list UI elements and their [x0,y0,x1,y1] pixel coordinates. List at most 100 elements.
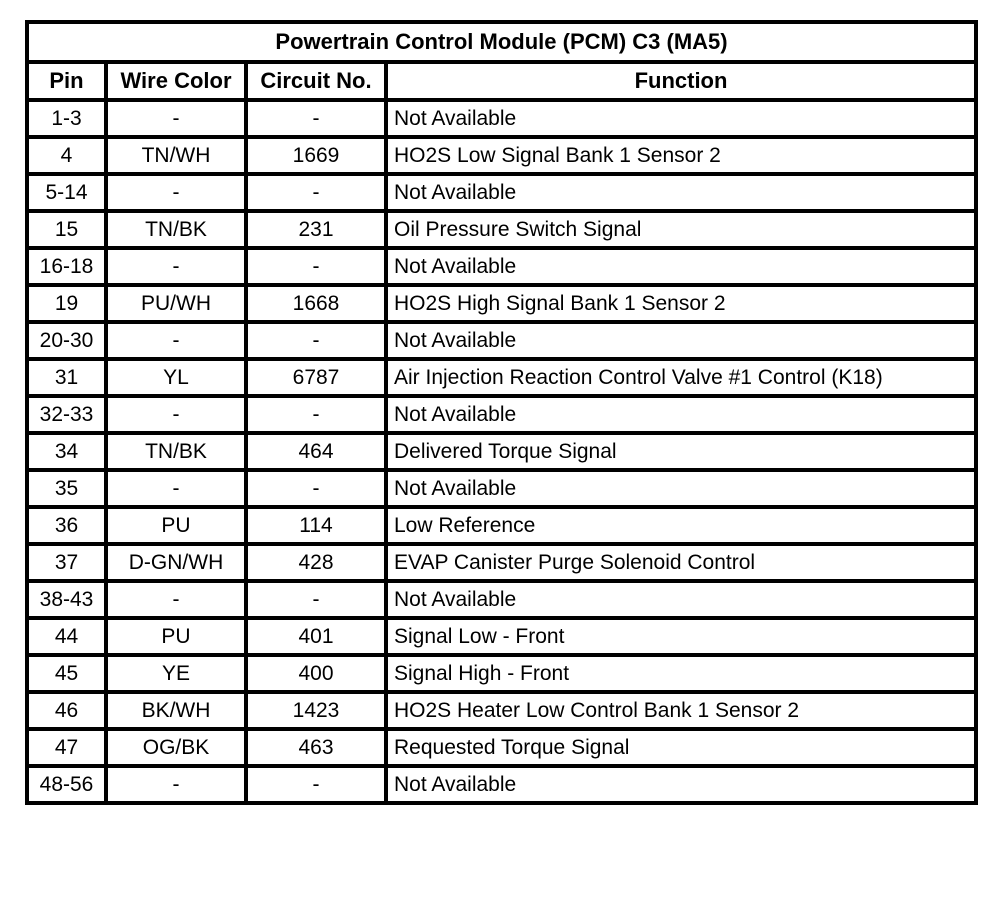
table-row: 20-30- - Not Available [25,320,978,361]
table-row: 19 PU/WH 1668 HO2S High Signal Bank 1 Senso… [25,283,978,324]
circuit-no-cell: 6787 [244,357,388,398]
column-header-function: Function [384,60,978,102]
function-cell: Signal High - Front [384,653,978,694]
table-row: 47 OG/BK 463 Requested Torque Signal [25,727,978,768]
wire-color-cell: PU [104,505,248,546]
pin-cell: 16-18 [25,246,108,287]
table-body: 1-3- - Not Available 4 TN/WH 1669 HO2S Low Sig… [25,98,978,805]
function-cell: HO2S High Signal Bank 1 Sensor 2 [384,283,978,324]
pin-cell: 47 [25,727,108,768]
wire-color-cell: - [104,579,248,620]
wire-color-cell: YL [104,357,248,398]
circuit-no-cell: - [244,320,388,361]
table-row: 31 YL 6787 Air Injection Reaction Control V… [25,357,978,398]
pin-cell: 36 [25,505,108,546]
pin-cell: 15 [25,209,108,250]
wire-color-cell: YE [104,653,248,694]
function-cell: Delivered Torque Signal [384,431,978,472]
pin-cell: 32-33 [25,394,108,435]
function-cell: Not Available [384,320,978,361]
pin-cell: 19 [25,283,108,324]
pin-cell: 37 [25,542,108,583]
wire-color-cell: - [104,320,248,361]
column-header-circuit-no: Circuit No. [244,60,388,102]
pin-cell: 20-30 [25,320,108,361]
table-row: 45 YE 400 Signal High - Front [25,653,978,694]
circuit-no-cell: - [244,764,388,805]
table-title: Powertrain Control Module (PCM) C3 (MA5) [25,20,978,64]
table-row: 46 BK/WH 1423 HO2S Heater Low Control Bank … [25,690,978,731]
wire-color-cell: TN/BK [104,209,248,250]
table-row: 32-33- - Not Available [25,394,978,435]
wire-color-cell: PU [104,616,248,657]
circuit-no-cell: 1668 [244,283,388,324]
circuit-no-cell: - [244,246,388,287]
circuit-no-cell: - [244,98,388,139]
circuit-no-cell: - [244,172,388,213]
circuit-no-cell: 463 [244,727,388,768]
wire-color-cell: - [104,172,248,213]
function-cell: HO2S Heater Low Control Bank 1 Sensor 2 [384,690,978,731]
wire-color-cell: - [104,468,248,509]
title-row: Powertrain Control Module (PCM) C3 (MA5) [25,20,978,64]
table-row: 48-56- - Not Available [25,764,978,805]
pin-cell: 35 [25,468,108,509]
circuit-no-cell: 114 [244,505,388,546]
table-head: Powertrain Control Module (PCM) C3 (MA5)… [25,20,978,102]
pin-cell: 31 [25,357,108,398]
function-cell: Not Available [384,246,978,287]
function-cell: Not Available [384,394,978,435]
table-row: 36 PU 114 Low Reference [25,505,978,546]
table-row: 35- - Not Available [25,468,978,509]
circuit-no-cell: 1669 [244,135,388,176]
circuit-no-cell: 400 [244,653,388,694]
circuit-no-cell: - [244,394,388,435]
function-cell: Not Available [384,98,978,139]
circuit-no-cell: 1423 [244,690,388,731]
wire-color-cell: - [104,98,248,139]
function-cell: EVAP Canister Purge Solenoid Control [384,542,978,583]
circuit-no-cell: 401 [244,616,388,657]
table-row: 38-43- - Not Available [25,579,978,620]
column-header-pin: Pin [25,60,108,102]
pin-cell: 38-43 [25,579,108,620]
pin-cell: 1-3 [25,98,108,139]
circuit-no-cell: - [244,579,388,620]
column-header-wire-color: Wire Color [104,60,248,102]
circuit-no-cell: 464 [244,431,388,472]
function-cell: Requested Torque Signal [384,727,978,768]
function-cell: Not Available [384,468,978,509]
function-cell: Not Available [384,764,978,805]
pin-cell: 4 [25,135,108,176]
pin-cell: 34 [25,431,108,472]
function-cell: Signal Low - Front [384,616,978,657]
table-row: 15 TN/BK 231 Oil Pressure Switch Signal [25,209,978,250]
table-row: 34 TN/BK 464 Delivered Torque Signal [25,431,978,472]
pin-cell: 5-14 [25,172,108,213]
wire-color-cell: PU/WH [104,283,248,324]
wire-color-cell: - [104,246,248,287]
function-cell: Air Injection Reaction Control Valve #1 … [384,357,978,398]
wire-color-cell: OG/BK [104,727,248,768]
function-cell: Low Reference [384,505,978,546]
table-row: 44 PU 401 Signal Low - Front [25,616,978,657]
wire-color-cell: TN/WH [104,135,248,176]
pin-cell: 48-56 [25,764,108,805]
function-cell: Not Available [384,172,978,213]
header-row: Pin Wire Color Circuit No. Function [25,60,978,102]
wire-color-cell: TN/BK [104,431,248,472]
wire-color-cell: - [104,394,248,435]
pin-cell: 45 [25,653,108,694]
table-row: 4 TN/WH 1669 HO2S Low Signal Bank 1 Sensor … [25,135,978,176]
table-row: 16-18- - Not Available [25,246,978,287]
wire-color-cell: BK/WH [104,690,248,731]
function-cell: HO2S Low Signal Bank 1 Sensor 2 [384,135,978,176]
pin-cell: 44 [25,616,108,657]
function-cell: Oil Pressure Switch Signal [384,209,978,250]
pcm-connector-pinout-table: Powertrain Control Module (PCM) C3 (MA5)… [25,20,978,805]
table-row: 1-3- - Not Available [25,98,978,139]
wire-color-cell: - [104,764,248,805]
pin-cell: 46 [25,690,108,731]
function-cell: Not Available [384,579,978,620]
